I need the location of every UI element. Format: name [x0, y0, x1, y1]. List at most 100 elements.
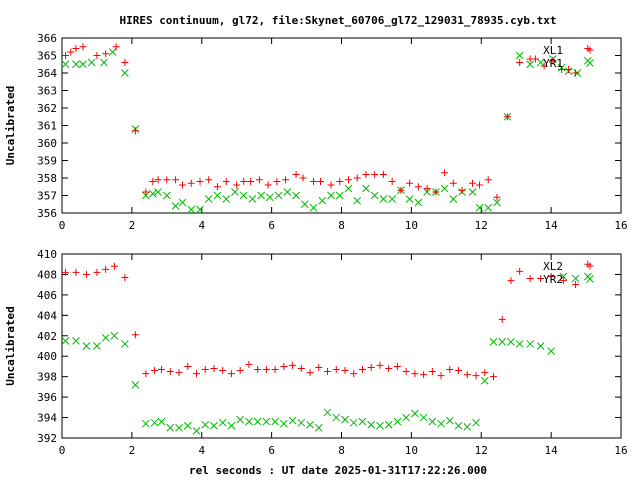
- data-point-yr1: [121, 69, 129, 77]
- x-tick-label: 10: [405, 444, 418, 457]
- data-point-xl1: [196, 178, 204, 185]
- data-point-xl2: [151, 367, 159, 375]
- data-point-xl1: [336, 178, 344, 185]
- data-point-xl1: [449, 179, 457, 187]
- data-point-yr2: [454, 421, 463, 430]
- data-point-xl2: [280, 362, 288, 370]
- x-tick-label: 8: [338, 444, 345, 457]
- data-point-yr1: [257, 191, 265, 200]
- data-point-yr1: [362, 184, 370, 193]
- data-point-yr2: [445, 416, 454, 425]
- data-point-xl1: [222, 178, 230, 185]
- x-tick-label: 4: [198, 444, 205, 457]
- data-point-xl1: [379, 171, 387, 178]
- data-point-xl2: [498, 315, 506, 323]
- legend-label: YR2: [543, 273, 563, 286]
- data-point-xl2: [166, 368, 174, 376]
- plot-frame: [61, 37, 622, 214]
- data-point-yr2: [157, 417, 166, 426]
- data-point-yr1: [222, 195, 231, 203]
- data-point-xl2: [489, 373, 497, 381]
- x-tick-label: 4: [198, 219, 205, 232]
- data-point-xl1: [423, 185, 431, 192]
- data-point-xl2: [402, 368, 410, 376]
- data-point-yr2: [192, 426, 201, 435]
- data-point-yr2: [428, 417, 437, 426]
- data-point-xl2: [472, 372, 480, 380]
- x-tick-label: 0: [59, 444, 66, 457]
- data-point-xl1: [371, 171, 379, 178]
- data-point-yr1: [231, 188, 239, 196]
- data-point-yr2: [82, 342, 91, 350]
- chart-panel-1: 0 2 4 6 8 10 12 14 16 356 357 358 359 360 361 362 363 364…: [4, 32, 628, 232]
- data-point-yr1: [526, 60, 535, 69]
- data-point-yr2: [61, 337, 70, 345]
- data-point-yr2: [507, 338, 515, 346]
- data-point-xl2: [245, 360, 253, 368]
- data-point-yr1: [154, 188, 162, 196]
- data-point-xl1: [317, 178, 325, 185]
- legend-label: XL1: [543, 44, 563, 57]
- chart-panel-2: 0 2 4 6 8 10 12 14 16 392 394 396 398 400 402 404 406 408…: [4, 248, 628, 457]
- data-point-xl1: [292, 171, 300, 178]
- y-tick-label: 365: [37, 50, 57, 63]
- data-point-xl2: [559, 277, 567, 285]
- data-point-xl1: [255, 176, 263, 184]
- data-point-yr2: [253, 417, 262, 426]
- data-point-yr2: [121, 340, 129, 348]
- data-point-xl2: [289, 361, 297, 369]
- data-point-yr2: [536, 342, 545, 350]
- panels: 0 2 4 6 8 10 12 14 16 356 357 358 359 360 361 362 363 364…: [4, 32, 628, 457]
- series-yr1: [61, 48, 592, 214]
- data-point-yr1: [475, 203, 484, 212]
- data-point-xl2: [332, 366, 340, 374]
- data-point-xl1: [61, 52, 69, 59]
- data-point-xl1: [72, 45, 80, 52]
- data-point-xl2: [463, 371, 471, 379]
- data-point-xl1: [247, 178, 255, 185]
- data-point-yr1: [414, 198, 423, 207]
- data-point-xl1: [458, 186, 466, 194]
- data-point-xl2: [516, 267, 524, 275]
- data-point-xl2: [72, 268, 80, 276]
- legend-marker-yr1: [586, 59, 594, 67]
- legend-label: YR1: [543, 57, 563, 70]
- data-point-yr2: [262, 417, 271, 426]
- data-point-xl1: [493, 193, 501, 201]
- data-point-xl2: [376, 361, 384, 369]
- data-point-xl1: [388, 178, 396, 185]
- data-point-yr2: [411, 409, 419, 418]
- data-point-xl2: [350, 370, 358, 378]
- data-point-xl2: [121, 274, 129, 282]
- data-point-xl1: [264, 181, 272, 189]
- data-point-yr1: [335, 191, 344, 200]
- x-tick-label: 14: [545, 444, 559, 457]
- data-point-xl2: [306, 369, 314, 377]
- data-point-xl2: [572, 281, 580, 289]
- plot-frame: [61, 253, 622, 439]
- data-point-xl1: [406, 179, 414, 187]
- data-point-xl1: [558, 66, 566, 73]
- data-point-yr1: [266, 193, 274, 202]
- data-point-yr1: [468, 188, 477, 196]
- data-point-xl1: [213, 183, 221, 191]
- data-point-yr1: [440, 184, 449, 193]
- y-tick-label: 356: [37, 207, 57, 220]
- data-point-yr2: [271, 417, 279, 426]
- data-point-yr2: [72, 337, 80, 345]
- x-tick-label: 8: [338, 219, 345, 232]
- y-axis-label: Uncalibrated: [4, 86, 17, 165]
- data-point-xl2: [537, 275, 545, 283]
- y-tick-label: 359: [37, 155, 57, 168]
- legend-marker-yr2: [586, 275, 594, 283]
- y-tick-label: 402: [37, 330, 57, 343]
- data-point-xl2: [142, 370, 150, 378]
- data-point-yr2: [341, 415, 349, 424]
- data-point-xl1: [154, 176, 162, 184]
- data-point-yr1: [196, 205, 204, 214]
- data-point-yr1: [79, 60, 87, 69]
- data-point-yr1: [274, 191, 283, 200]
- legend-marker-xl1: [586, 46, 594, 54]
- data-point-yr1: [178, 198, 187, 207]
